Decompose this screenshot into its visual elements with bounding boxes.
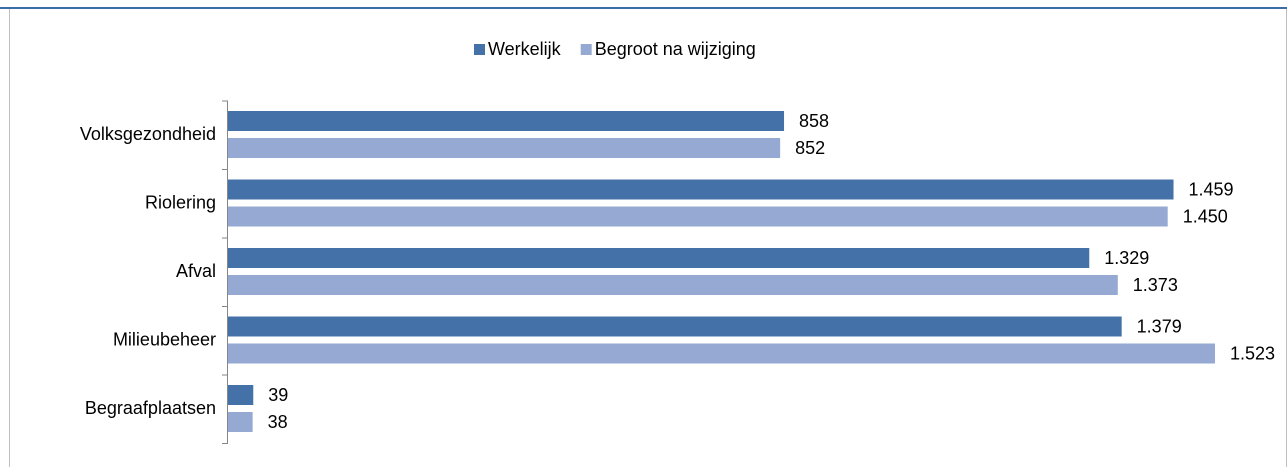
data-label: 38 [268, 412, 288, 432]
legend-swatch [474, 44, 485, 55]
data-label: 1.459 [1189, 179, 1234, 199]
data-label: 852 [795, 138, 825, 158]
data-label: 39 [268, 385, 288, 405]
data-label: 1.329 [1104, 248, 1149, 268]
bar [228, 385, 254, 405]
data-label: 858 [799, 111, 829, 131]
bar [228, 111, 785, 131]
bar [228, 412, 253, 432]
data-label: 1.450 [1183, 206, 1228, 226]
data-label: 1.373 [1133, 275, 1178, 295]
bar [228, 316, 1122, 337]
bar [228, 343, 1215, 364]
bar [228, 179, 1174, 200]
legend-swatch [580, 44, 592, 55]
data-label: 1.523 [1230, 343, 1275, 363]
bar [228, 275, 1118, 295]
y-tick-label: Milieubeheer [113, 330, 216, 350]
bar [228, 206, 1168, 227]
bar [228, 138, 781, 158]
y-tick-label: Riolering [145, 193, 216, 213]
y-tick-label: Volksgezondheid [80, 124, 216, 144]
y-tick-label: Begraafplaatsen [85, 398, 216, 418]
bar [228, 248, 1090, 268]
legend-label: Begroot na wijziging [595, 39, 756, 59]
legend-label: Werkelijk [488, 39, 562, 59]
y-tick-label: Afval [176, 261, 216, 281]
data-label: 1.379 [1137, 316, 1182, 336]
